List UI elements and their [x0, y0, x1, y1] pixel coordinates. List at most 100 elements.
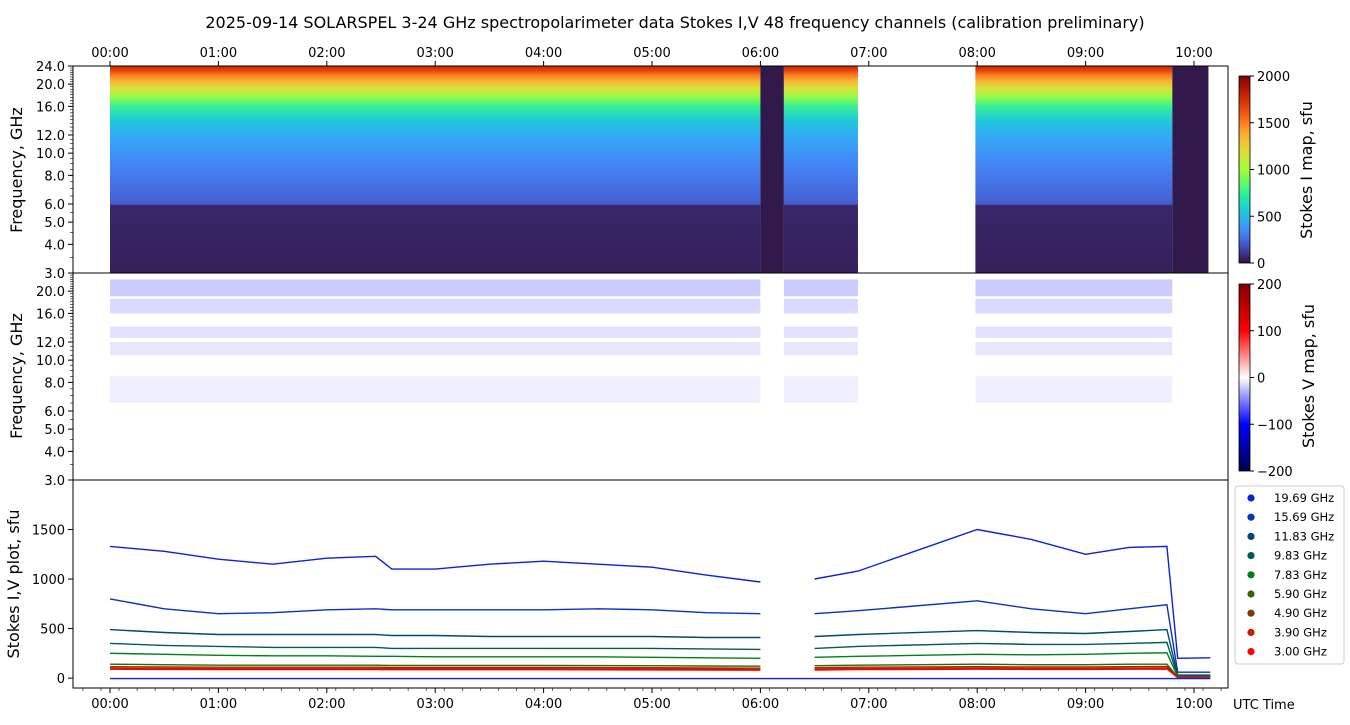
y-tick-label: 20.0: [36, 78, 65, 93]
stokes-v-band-2-3: [975, 342, 1173, 356]
y-tick-label: 6.0: [44, 198, 65, 213]
stokes-v-band-0-3: [110, 342, 761, 356]
x-tick-label-top: 08:00: [958, 46, 995, 61]
stokes-v-y-axis: 3.0 4.0 5.0 6.0 8.0 10.0 12.0 16.0 20.0: [36, 272, 73, 489]
x-tick-label-top: 05:00: [633, 46, 670, 61]
x-tick-label-top: 06:00: [742, 46, 779, 61]
chart-title: 2025-09-14 SOLARSPEL 3-24 GHz spectropol…: [205, 13, 1144, 32]
legend-marker: [1247, 532, 1255, 541]
stokes-iv-y-axis: 0 500 1000 1500: [32, 524, 73, 687]
stokes-i-segment-3: [975, 66, 1173, 273]
legend-marker: [1247, 628, 1255, 637]
y-tick-label: 24.0: [36, 60, 65, 75]
colorbar-tick-label: 1000: [1257, 164, 1290, 179]
y-tick-label: 12.0: [36, 129, 65, 144]
stokes-i-segment-4: [1172, 66, 1209, 273]
x-tick-label-top: 09:00: [1067, 46, 1104, 61]
x-tick-label-top: 02:00: [308, 46, 345, 61]
stokes-v-heatmap: [110, 279, 1173, 404]
stokes-i-panel: 3.0 4.0 5.0 6.0 8.0 10.0 12.0 16.0 20.0 24.0 00:0…: [7, 46, 1316, 282]
stokes-v-panel: 3.0 4.0 5.0 6.0 8.0 10.0 12.0 16.0 20.0 Frequenc…: [7, 272, 1318, 489]
y-tick-label: 5.0: [44, 423, 65, 438]
stokes-i-segment-2: [783, 66, 858, 273]
y-tick-label: 3.0: [44, 267, 65, 282]
stokes-v-band-1-0: [783, 279, 858, 297]
y-tick-label: 10.0: [36, 354, 65, 369]
colorbar-tick-label: 2000: [1257, 70, 1290, 85]
stokes-i-segment-0: [110, 66, 761, 273]
y-tick-label: 0: [57, 672, 65, 687]
stokes-i-y-axis: 3.0 4.0 5.0 6.0 8.0 10.0 12.0 16.0 20.0 24.0: [36, 60, 73, 282]
y-tick-label: 4.0: [44, 238, 65, 253]
stokes-v-band-1-1: [783, 298, 858, 314]
legend-entry: 3.90 GHz: [1274, 625, 1327, 639]
x-tick-label: 03:00: [416, 697, 453, 712]
x-tick-label: 04:00: [525, 697, 562, 712]
legend-marker: [1247, 609, 1255, 617]
legend-marker: [1247, 494, 1255, 502]
colorbar-bar: [1238, 283, 1251, 472]
x-tick-label-top: 01:00: [200, 46, 237, 61]
stokes-v-band-2-4: [975, 376, 1173, 404]
series-line-5-90-GHz: [109, 663, 1211, 678]
colorbar-tick-label: −200: [1257, 465, 1293, 480]
stokes-v-band-2-1: [975, 298, 1173, 314]
x-tick-label: 09:00: [1067, 697, 1104, 712]
x-tick-label-top: 04:00: [525, 46, 562, 61]
stokes-i-x-axis-top: 00:00 01:00 02:00 03:00 04:00 05:00 06:00 07:00…: [91, 46, 1213, 66]
legend-marker: [1247, 590, 1255, 598]
stokes-v-band-0-0: [110, 279, 761, 297]
legend: 19.69 GHz 15.69 GHz 11.83 GHz 9.83 GHz 7.83 …: [1234, 485, 1345, 665]
y-tick-label: 5.0: [44, 216, 65, 231]
x-tick-label: 05:00: [633, 697, 670, 712]
stokes-iv-frame: [72, 479, 1229, 689]
colorbar-tick-label: 1500: [1257, 117, 1290, 132]
legend-entry: 3.00 GHz: [1274, 645, 1327, 659]
legend-box: [1234, 485, 1345, 665]
x-tick-label-top: 03:00: [416, 46, 453, 61]
colorbar-bar: [1238, 75, 1251, 264]
x-tick-label-top: 07:00: [850, 46, 887, 61]
stokes-v-band-0-1: [110, 298, 761, 314]
y-tick-label: 16.0: [36, 307, 65, 322]
x-tick-label: 06:00: [742, 697, 779, 712]
stokes-v-colorbar: −200 −100 0 100 200: [1238, 278, 1293, 480]
x-tick-label: 08:00: [958, 697, 995, 712]
series-line-9-83-GHz: [109, 641, 1211, 677]
colorbar-tick-label: −100: [1257, 418, 1293, 433]
stokes-v-colorbar-label: Stokes V map, sfu: [1299, 304, 1318, 448]
y-tick-label: 3.0: [44, 474, 65, 489]
stokes-v-band-1-2: [783, 326, 858, 338]
x-tick-label-top: 00:00: [91, 46, 128, 61]
stokes-i-ylabel: Frequency, GHz: [7, 107, 26, 233]
y-tick-label: 8.0: [44, 169, 65, 184]
legend-entry: 11.83 GHz: [1274, 529, 1334, 543]
x-tick-label-top: 10:00: [1175, 46, 1212, 61]
colorbar-tick-label: 200: [1257, 278, 1282, 293]
y-tick-label: 500: [40, 623, 65, 638]
y-tick-label: 20.0: [36, 285, 65, 300]
y-tick-label: 12.0: [36, 336, 65, 351]
stokes-v-band-1-3: [783, 342, 858, 356]
stokes-i-colorbar-label: Stokes I map, sfu: [1297, 101, 1316, 239]
series-line-15-69-GHz: [109, 598, 1211, 673]
stokes-iv-panel: 0 500 1000 1500 00:00 01:00 02:00 03:00 04:00 05…: [4, 479, 1345, 713]
stokes-i-colorbar: 0 500 1000 1500 2000: [1238, 70, 1290, 272]
legend-entry: 9.83 GHz: [1274, 549, 1327, 563]
y-tick-label: 1500: [32, 524, 65, 539]
legend-entry: 15.69 GHz: [1274, 510, 1334, 524]
x-tick-label: 02:00: [308, 697, 345, 712]
legend-entry: 5.90 GHz: [1274, 587, 1327, 601]
y-tick-label: 4.0: [44, 445, 65, 460]
y-tick-label: 16.0: [36, 100, 65, 115]
colorbar-tick-label: 500: [1257, 210, 1282, 225]
legend-entry: 19.69 GHz: [1274, 491, 1334, 505]
stokes-iv-lines: [109, 528, 1211, 680]
series-line-11-83-GHz: [109, 628, 1211, 676]
stokes-i-segment-1: [760, 66, 784, 273]
legend-marker: [1247, 552, 1255, 560]
x-tick-label: 10:00: [1175, 697, 1212, 712]
legend-entry: 7.83 GHz: [1274, 568, 1327, 582]
colorbar-tick-label: 100: [1257, 325, 1282, 340]
colorbar-tick-label: 0: [1257, 257, 1265, 272]
